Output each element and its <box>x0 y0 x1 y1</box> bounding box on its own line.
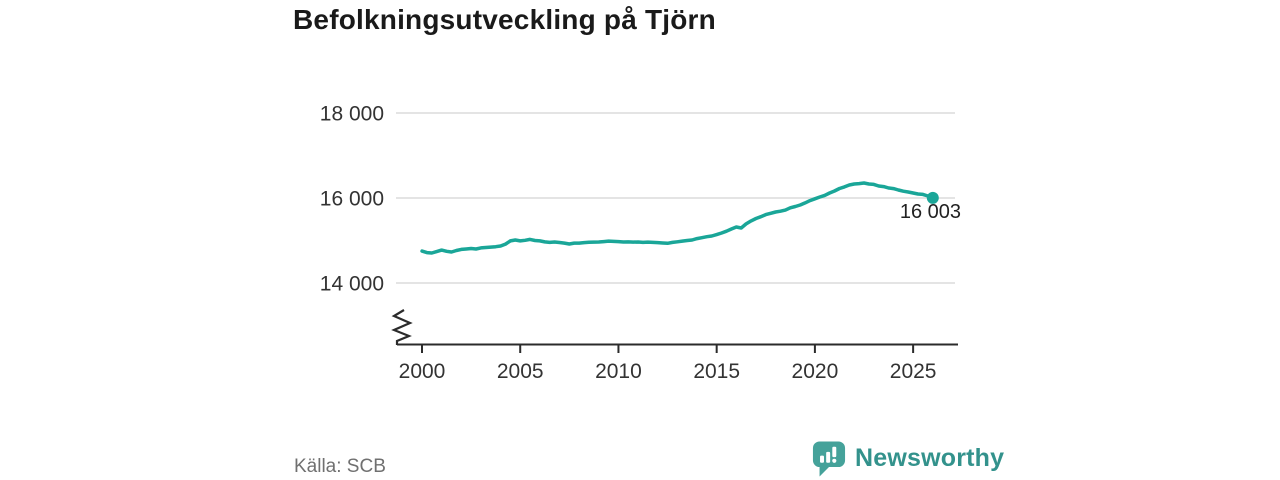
y-axis-tick-labels: 14 000 16 000 18 000 <box>320 103 384 296</box>
gridlines <box>396 112 955 284</box>
x-tick-label: 2020 <box>792 360 839 383</box>
logo-bar-short <box>820 455 824 463</box>
newsworthy-logo-icon <box>812 441 846 477</box>
y-tick-label: 14 000 <box>320 273 384 296</box>
x-tick-label: 2005 <box>497 360 544 383</box>
x-tick-label: 2025 <box>890 360 937 383</box>
newsworthy-wordmark: Newsworthy <box>855 444 1005 472</box>
x-tick-label: 2010 <box>595 360 642 383</box>
latest-value-label: 16 003 <box>900 201 961 223</box>
x-axis-tick-labels: 2000 2005 2010 2015 2020 2025 <box>399 360 937 383</box>
x-axis <box>391 309 958 346</box>
population-series-line <box>420 181 935 255</box>
newsworthy-logo[interactable]: Newsworthy <box>812 440 1004 477</box>
x-axis-ticks <box>421 345 915 353</box>
axis-break-icon <box>391 309 413 345</box>
logo-exclamation-dot <box>832 458 837 463</box>
y-tick-label: 18 000 <box>320 103 384 126</box>
source-note: Källa: SCB <box>294 456 386 477</box>
x-tick-label: 2000 <box>399 360 446 383</box>
latest-value-dot <box>926 191 939 204</box>
x-tick-label: 2015 <box>693 360 740 383</box>
page-title: Befolkningsutveckling på Tjörn <box>293 4 716 35</box>
y-tick-label: 16 000 <box>320 188 384 211</box>
logo-bar-medium <box>826 451 831 463</box>
logo-exclamation-bar <box>832 446 837 458</box>
